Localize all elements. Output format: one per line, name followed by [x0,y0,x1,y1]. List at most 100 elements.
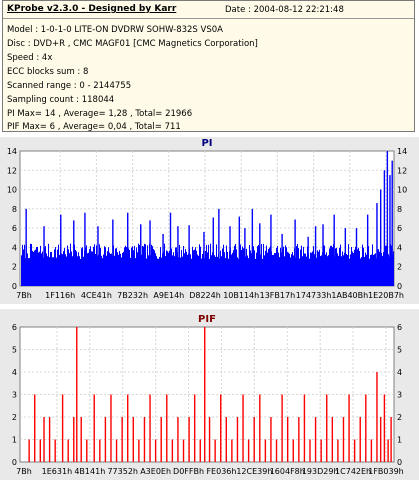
pi-xtick-label: 7Bh [16,291,32,300]
info-panel: KProbe v2.3.0 - Designed by Karr Date : … [2,0,415,132]
pi-bar [349,258,350,286]
pi-bar [205,250,206,286]
pi-xtick-label: 1E20B7h [368,291,404,300]
pi-bar [64,248,65,286]
pi-bar [107,251,108,286]
pi-bar [88,252,89,286]
pi-bar [87,253,88,286]
pif-spike-bar [188,417,190,462]
pi-bar [279,257,280,286]
pi-bar [249,245,250,286]
pif-xtick-label: FE036h [206,467,236,476]
pi-bar [284,256,285,286]
pif-spike-bar [253,417,255,462]
pif-spike-bar [376,372,378,462]
pi-spike-bar [344,228,347,286]
pi-bar [217,256,218,286]
pi-bar [198,255,199,286]
pi-bar [65,254,66,286]
pi-bar [224,252,225,286]
pi-bar [124,247,125,286]
pi-bar [320,256,321,286]
pif-spike-bar [286,417,289,462]
pi-spike-bar [386,151,389,286]
pi-bar [344,252,345,286]
pif-spike-bar [154,439,157,462]
pi-bar [164,243,165,286]
pif-spike-bar [353,439,356,462]
pif-ytick-label-left: 1 [12,436,17,445]
pi-ytick-label-right: 0 [397,282,402,291]
pi-bar [192,246,193,286]
pi-bar [391,245,392,286]
pi-bar [58,244,59,286]
pi-bar [76,251,77,286]
pi-bar [118,254,119,286]
pi-bar [248,258,249,286]
pi-bar [379,251,380,286]
pi-bar [329,248,330,286]
pi-bar [292,252,293,286]
pi-chart-title: PI [201,138,212,149]
scan-date: Date : 2004-08-12 22:21:48 [225,5,344,15]
pi-bar [156,256,157,286]
pi-spike-bar [25,208,27,286]
pi-bar [223,244,224,286]
pif-spike-bar [370,439,373,462]
pi-bar [167,251,168,286]
pi-ytick-label-right: 12 [397,166,407,175]
app-title: KProbe v2.3.0 - Designed by Karr [7,4,177,14]
pi-bar [206,244,207,286]
pif-spike-bar [177,417,179,462]
pi-bar [155,253,156,286]
pi-bar [63,251,64,286]
pif-xtick-label: 1FB039h [368,467,404,476]
pi-bar [194,249,195,286]
pi-bar [139,244,140,286]
pi-xtick-label: 174733h [296,291,332,300]
pif-spike-bar [121,417,123,462]
pi-bar [276,247,277,286]
pi-bar [29,257,30,286]
pif-ytick-label-left: 6 [12,323,17,332]
pi-bar [290,257,291,286]
pi-bar [372,244,373,286]
pi-bar [168,252,169,286]
pi-bar [251,253,252,286]
pi-bar [39,251,40,286]
pi-bar [268,249,269,286]
pi-bar [233,250,234,286]
pi-bar [166,250,167,286]
pi-ytick-label-right: 2 [397,263,402,272]
pi-spike-bar [379,189,382,286]
pi-xtick-label: 13FB17h [260,291,296,300]
pi-bar [382,255,383,286]
pi-bar [96,245,97,286]
pif-spike-bar [309,439,311,462]
pi-bar [126,247,127,286]
pi-bar [228,258,229,286]
pi-bar [310,252,311,286]
pi-bar [42,251,43,286]
pi-bar [215,256,216,286]
pi-bar [136,247,137,286]
pi-bar [24,244,25,286]
pi-bar [340,244,341,286]
pi-spike-bar [212,217,214,286]
pi-bar [327,256,328,286]
info-pi-summary: PI Max= 14 , Average= 1,28 , Total= 2196… [7,109,193,119]
pi-bar [68,249,69,286]
pi-bar [171,248,172,286]
pi-bar [147,245,148,286]
pif-spike-bar [34,394,36,462]
pi-bar [297,243,298,286]
pi-bar [238,258,239,286]
pi-ytick-label-left: 6 [12,224,17,233]
pi-bar [102,258,103,286]
pi-bar [21,255,22,286]
pif-spikes [28,327,392,462]
info-ecc-blocks: ECC blocks sum : 8 [7,67,89,77]
pi-bar [232,252,233,286]
pif-spike-bar [93,394,95,462]
pi-bar [53,257,54,286]
